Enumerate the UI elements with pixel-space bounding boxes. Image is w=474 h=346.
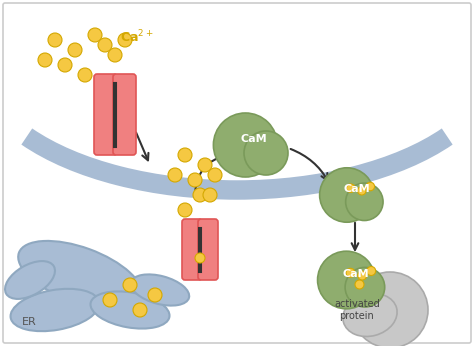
Circle shape [178, 203, 192, 217]
FancyBboxPatch shape [113, 74, 136, 155]
Circle shape [133, 303, 147, 317]
Ellipse shape [5, 261, 55, 299]
Text: CaM: CaM [343, 184, 370, 194]
Circle shape [346, 184, 355, 192]
Circle shape [148, 288, 162, 302]
Ellipse shape [18, 241, 142, 309]
Circle shape [213, 113, 277, 177]
Circle shape [118, 33, 132, 47]
Circle shape [367, 266, 376, 275]
Circle shape [345, 267, 385, 307]
Circle shape [366, 182, 374, 191]
Ellipse shape [91, 291, 170, 329]
Circle shape [178, 148, 192, 162]
FancyBboxPatch shape [182, 219, 202, 280]
Circle shape [203, 188, 217, 202]
Circle shape [103, 293, 117, 307]
FancyBboxPatch shape [198, 219, 218, 280]
Circle shape [358, 271, 367, 280]
Text: CaM: CaM [342, 269, 369, 279]
Ellipse shape [10, 289, 100, 331]
Circle shape [108, 48, 122, 62]
Circle shape [193, 188, 207, 202]
Circle shape [88, 28, 102, 42]
Circle shape [208, 168, 222, 182]
Circle shape [78, 68, 92, 82]
Circle shape [38, 53, 52, 67]
Circle shape [346, 268, 355, 277]
Circle shape [355, 280, 364, 289]
Circle shape [319, 168, 374, 222]
Circle shape [68, 43, 82, 57]
Ellipse shape [131, 274, 189, 306]
Ellipse shape [343, 293, 397, 337]
Text: activated
protein: activated protein [334, 299, 380, 321]
Circle shape [98, 38, 112, 52]
Text: CaM: CaM [241, 134, 268, 144]
FancyBboxPatch shape [3, 3, 471, 343]
Circle shape [357, 186, 366, 195]
Circle shape [195, 253, 205, 263]
Text: ER: ER [22, 317, 37, 327]
Circle shape [318, 251, 375, 309]
Circle shape [244, 131, 288, 175]
Circle shape [346, 183, 383, 220]
Circle shape [352, 272, 428, 346]
Circle shape [58, 58, 72, 72]
Circle shape [123, 278, 137, 292]
Text: Ca$^{2+}$: Ca$^{2+}$ [120, 28, 154, 45]
Circle shape [48, 33, 62, 47]
Circle shape [188, 173, 202, 187]
Circle shape [198, 158, 212, 172]
Circle shape [168, 168, 182, 182]
FancyBboxPatch shape [94, 74, 117, 155]
